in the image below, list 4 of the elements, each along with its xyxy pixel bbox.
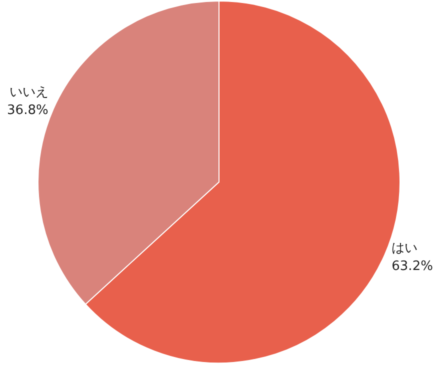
slice-label: はい	[392, 240, 418, 256]
data-label: 36.8%	[7, 103, 48, 118]
data-label: 63.2%	[392, 258, 433, 274]
slice-label: いいえ	[9, 85, 48, 100]
